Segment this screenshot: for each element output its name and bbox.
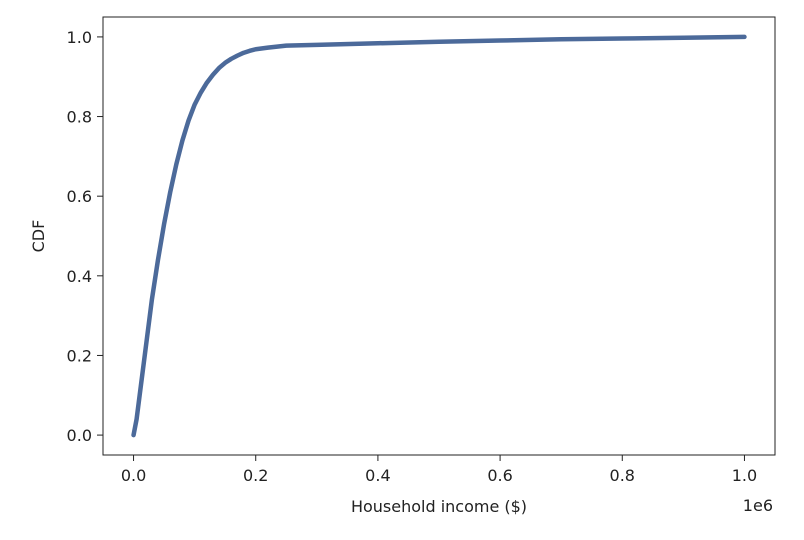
plot-layer — [131, 34, 747, 438]
y-axis-label: CDF — [29, 220, 48, 253]
x-tick-label: 0.6 — [487, 466, 512, 485]
plot-frame — [102, 16, 776, 456]
y-axis-ticks: 0.0 0.2 0.4 0.6 0.8 1.0 — [67, 28, 103, 445]
x-tick-label: 0.2 — [243, 466, 268, 485]
y-tick-label: 0.2 — [67, 346, 92, 365]
y-tick-label: 1.0 — [67, 28, 92, 47]
x-tick-label: 0.0 — [121, 466, 146, 485]
y-tick-label: 0.6 — [67, 187, 92, 206]
x-tick-label: 0.8 — [610, 466, 635, 485]
cdf-series-line-0 — [131, 34, 747, 438]
x-axis-offset-label: 1e6 — [743, 496, 773, 515]
y-tick-label: 0.0 — [67, 426, 92, 445]
x-tick-label: 0.4 — [365, 466, 390, 485]
x-tick-label: 1.0 — [732, 466, 757, 485]
x-axis-ticks: 0.0 0.2 0.4 0.6 0.8 1.0 — [121, 455, 757, 485]
x-axis-label: Household income ($) — [351, 497, 527, 516]
y-tick-label: 0.8 — [67, 108, 92, 127]
y-tick-label: 0.4 — [67, 267, 92, 286]
